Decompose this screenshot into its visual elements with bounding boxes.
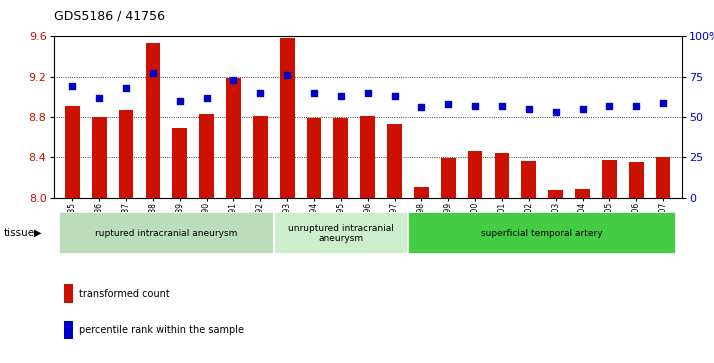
Point: [147, 70, 159, 76]
Bar: [521, 162, 536, 198]
Point: [389, 93, 401, 99]
Point: [362, 90, 373, 96]
Bar: [226, 78, 241, 198]
Bar: [253, 116, 268, 198]
Point: [174, 98, 186, 104]
Point: [121, 85, 132, 91]
Bar: [306, 118, 321, 198]
Point: [255, 90, 266, 96]
Point: [577, 106, 588, 112]
Point: [66, 83, 78, 89]
Bar: [64, 285, 73, 303]
Text: ▶: ▶: [34, 228, 42, 238]
Text: ruptured intracranial aneurysm: ruptured intracranial aneurysm: [95, 229, 238, 238]
Point: [523, 106, 535, 112]
Point: [496, 103, 508, 109]
Point: [281, 72, 293, 78]
Bar: [59, 212, 273, 254]
Bar: [495, 154, 509, 198]
Bar: [575, 189, 590, 198]
Text: GDS5186 / 41756: GDS5186 / 41756: [54, 9, 164, 22]
Point: [308, 90, 320, 96]
Bar: [119, 110, 134, 198]
Point: [550, 109, 561, 115]
Point: [658, 99, 669, 105]
Text: tissue: tissue: [4, 228, 35, 238]
Point: [603, 103, 615, 109]
Bar: [199, 114, 214, 198]
Bar: [414, 187, 429, 198]
Text: transformed count: transformed count: [79, 289, 169, 299]
Bar: [629, 163, 643, 198]
Text: unruptured intracranial
aneurysm: unruptured intracranial aneurysm: [288, 224, 394, 243]
Bar: [273, 212, 408, 254]
Bar: [172, 128, 187, 198]
Bar: [333, 118, 348, 198]
Point: [469, 103, 481, 109]
Bar: [146, 43, 160, 198]
Point: [201, 95, 212, 101]
Bar: [602, 160, 617, 198]
Bar: [280, 38, 295, 198]
Bar: [361, 116, 375, 198]
Bar: [548, 190, 563, 198]
Point: [94, 95, 105, 101]
Bar: [408, 212, 676, 254]
Bar: [441, 159, 456, 198]
Point: [335, 93, 346, 99]
Bar: [92, 117, 106, 198]
Point: [443, 101, 454, 107]
Bar: [387, 124, 402, 198]
Bar: [65, 106, 80, 198]
Bar: [655, 158, 670, 198]
Text: superficial temporal artery: superficial temporal artery: [481, 229, 603, 238]
Point: [630, 103, 642, 109]
Bar: [64, 321, 73, 339]
Point: [416, 105, 427, 110]
Point: [228, 77, 239, 83]
Text: percentile rank within the sample: percentile rank within the sample: [79, 325, 243, 335]
Bar: [468, 151, 483, 198]
